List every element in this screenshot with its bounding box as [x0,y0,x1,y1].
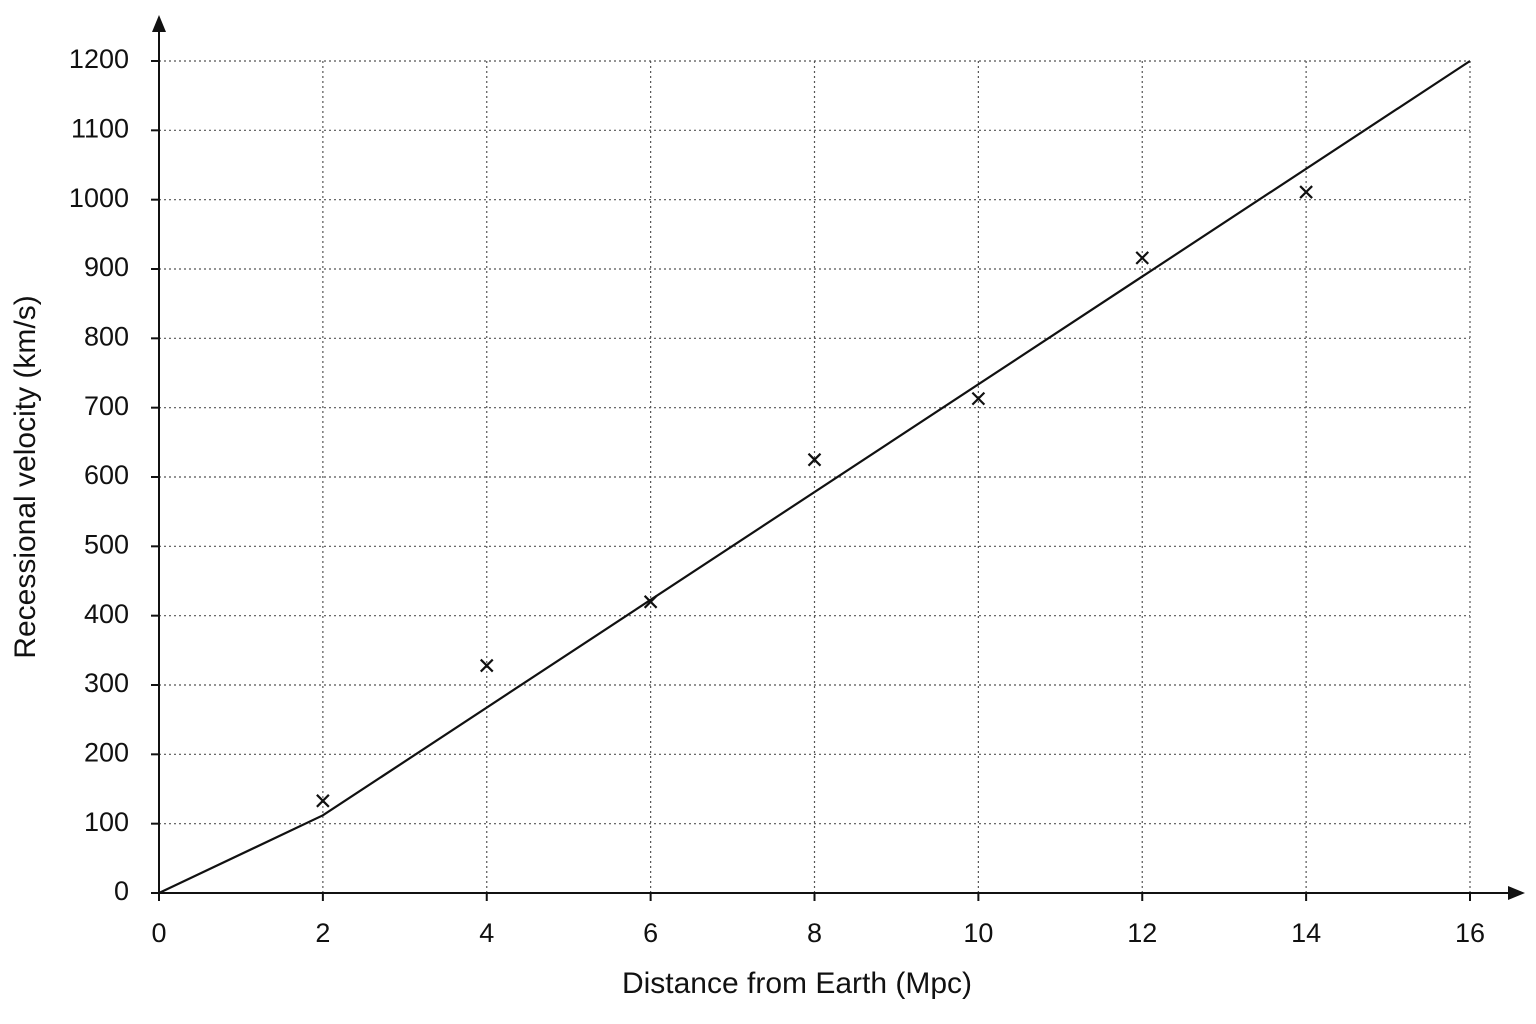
y-tick-label: 900 [84,252,129,282]
y-tick-label: 200 [84,737,129,767]
x-tick-label: 16 [1455,918,1485,948]
y-tick-label: 800 [84,321,129,351]
fit-line [158,60,1471,894]
data-point [807,452,822,467]
data-point [1135,251,1150,265]
x-axis-title: Distance from Earth (Mpc) [622,967,972,1000]
y-axis-title: Recessional velocity (km/s) [9,295,42,658]
y-tick-label: 100 [84,807,129,837]
data-point [1299,185,1313,199]
data-point [479,658,494,673]
x-tick-label: 2 [315,918,330,948]
x-axis-arrow [1508,886,1525,900]
y-tick-label: 1200 [69,44,129,74]
x-tick-label: 8 [807,918,822,948]
data-point [971,391,986,406]
x-tick-label: 14 [1291,918,1321,948]
y-axis-arrow [152,15,166,32]
x-tick-label: 10 [963,918,993,948]
x-tick-label: 12 [1127,918,1157,948]
y-tick-label: 700 [84,391,129,421]
y-tick-label: 500 [84,529,129,559]
x-tick-label: 4 [479,918,494,948]
x-tick-label: 6 [643,918,658,948]
data-point [316,794,330,808]
y-tick-label: 400 [84,599,129,629]
y-tick-label: 1000 [69,183,129,213]
y-tick-label: 1100 [71,113,129,143]
y-tick-label: 300 [84,668,129,698]
y-tick-label: 0 [114,876,129,906]
y-tick-label: 600 [84,460,129,490]
x-tick-label: 0 [151,918,166,948]
